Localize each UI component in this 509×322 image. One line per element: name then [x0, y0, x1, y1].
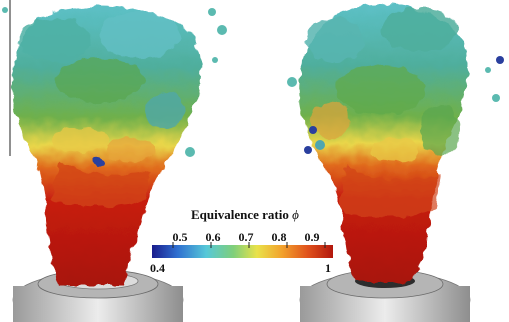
right-flame-fragments [287, 56, 504, 154]
colorbar-tick-label: 0.5 [172, 230, 188, 244]
colorbar-ticks [172, 242, 326, 248]
colorbar-min-label: 0.4 [150, 261, 165, 275]
colorbar [152, 242, 333, 258]
colorbar-tick-label: 0.9 [304, 230, 320, 244]
colorbar-max-label: 1 [325, 261, 331, 275]
colorbar-tick-label: 0.6 [205, 230, 221, 244]
right-flame [299, 4, 469, 282]
left-flame [11, 5, 202, 285]
colorbar-title: Equivalence ratio ϕ [191, 207, 299, 222]
colorbar-tick-label: 0.7 [238, 230, 254, 244]
colorbar-gradient [152, 245, 333, 258]
left-flame-fragments [2, 7, 227, 157]
colorbar-tick-label: 0.8 [271, 230, 287, 244]
colorbar-symbol: ϕ [292, 207, 299, 222]
